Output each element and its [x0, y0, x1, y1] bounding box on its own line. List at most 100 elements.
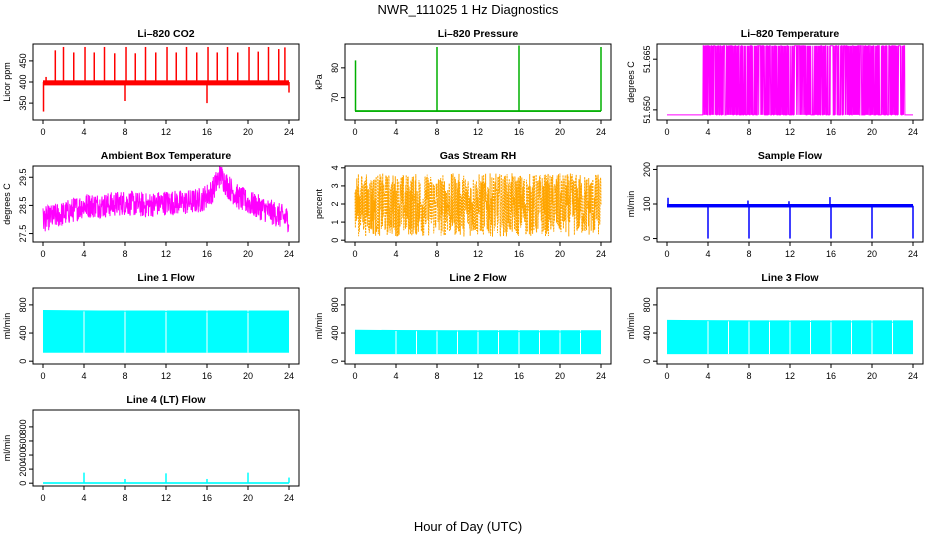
- y-tick-label: 4: [330, 165, 340, 170]
- x-tick-label: 4: [81, 493, 86, 503]
- x-tick-label: 4: [81, 371, 86, 381]
- y-axis-label: ml/min: [626, 313, 636, 340]
- x-tick-label: 16: [514, 371, 524, 381]
- x-tick-label: 16: [826, 249, 836, 259]
- series-8: [666, 319, 914, 355]
- x-tick-label: 20: [243, 371, 253, 381]
- x-tick-label: 4: [393, 371, 398, 381]
- panel-1: Li–820 Pressure 0 4 8 12 16 20 24 70 80 kPa: [314, 28, 612, 137]
- y-tick-label: 0: [18, 359, 28, 364]
- x-axis: 0 4 8 12 16 20 24: [40, 486, 294, 503]
- y-tick-label: 0: [330, 238, 340, 243]
- x-tick-label: 16: [202, 493, 212, 503]
- x-tick-label: 8: [122, 127, 127, 137]
- y-tick-label: 3: [330, 183, 340, 188]
- x-tick-label: 8: [122, 371, 127, 381]
- y-tick-label: 450: [18, 53, 28, 68]
- y-tick-label: 400: [18, 448, 28, 463]
- x-tick-label: 0: [352, 249, 357, 259]
- band-edge: [354, 329, 602, 333]
- x-tick-label: 12: [161, 371, 171, 381]
- y-tick-label: 400: [18, 74, 28, 89]
- figure-x-axis-label: Hour of Day (UTC): [414, 519, 522, 534]
- series-7: [354, 329, 602, 355]
- series-1: [354, 45, 602, 112]
- y-tick-label: 0: [330, 359, 340, 364]
- y-axis: 0 100 200: [642, 162, 657, 241]
- x-tick-label: 24: [908, 249, 918, 259]
- panel-title: Sample Flow: [758, 150, 823, 162]
- x-tick-label: 0: [352, 127, 357, 137]
- x-axis: 0 4 8 12 16 20 24: [40, 242, 294, 259]
- x-tick-label: 12: [785, 249, 795, 259]
- x-tick-label: 0: [352, 371, 357, 381]
- x-tick-label: 16: [514, 127, 524, 137]
- x-tick-label: 8: [746, 127, 751, 137]
- x-tick-label: 4: [705, 127, 710, 137]
- panel-5: Sample Flow 0 4 8 12 16 20 24 0 100 200 ml/min: [626, 150, 924, 259]
- data-band: [43, 80, 289, 86]
- panel-6: Line 1 Flow 0 4 8 12 16 20 24 0 400 800 ml/min: [2, 272, 300, 381]
- y-tick-label: 350: [18, 96, 28, 111]
- x-tick-label: 0: [664, 127, 669, 137]
- panel-title: Li–820 Pressure: [438, 28, 519, 40]
- y-axis-label: Licor ppm: [2, 62, 12, 102]
- y-tick-label: 800: [642, 297, 652, 312]
- y-tick-label: 200: [642, 162, 652, 177]
- data-line: [667, 45, 913, 116]
- y-axis: 0 400 800: [18, 297, 33, 364]
- x-tick-label: 20: [555, 127, 565, 137]
- x-axis: 0 4 8 12 16 20 24: [664, 364, 918, 381]
- x-tick-label: 16: [826, 371, 836, 381]
- panel-title: Line 1 Flow: [137, 272, 195, 284]
- plot-frame: [344, 43, 612, 121]
- x-tick-label: 4: [705, 249, 710, 259]
- y-axis: 0 1 2 3 4: [330, 165, 345, 243]
- x-tick-label: 8: [122, 493, 127, 503]
- x-tick-label: 4: [393, 127, 398, 137]
- panel-9: Line 4 (LT) Flow 0 4 8 12 16 20 24 0 200400600800…: [2, 394, 300, 503]
- y-tick-label: 29.5: [18, 168, 28, 186]
- series-3: [42, 166, 290, 233]
- y-axis-label: ml/min: [2, 435, 12, 462]
- y-axis-label: ml/min: [314, 313, 324, 340]
- x-tick-label: 4: [393, 249, 398, 259]
- x-tick-label: 24: [284, 249, 294, 259]
- y-axis: 0 400 800: [642, 297, 657, 364]
- series-5: [667, 197, 914, 239]
- x-tick-label: 12: [161, 493, 171, 503]
- x-tick-label: 12: [785, 127, 795, 137]
- x-tick-label: 8: [434, 127, 439, 137]
- x-axis: 0 4 8 12 16 20 24: [352, 242, 606, 259]
- x-tick-label: 16: [202, 127, 212, 137]
- y-tick-label: 0: [642, 359, 652, 364]
- series-9: [43, 472, 290, 484]
- y-axis: 0 400 800: [330, 297, 345, 364]
- x-axis: 0 4 8 12 16 20 24: [664, 120, 918, 137]
- y-tick-label: 400: [330, 326, 340, 341]
- panel-title: Gas Stream RH: [440, 150, 516, 162]
- x-tick-label: 8: [746, 249, 751, 259]
- y-axis-label: ml/min: [2, 313, 12, 340]
- x-axis: 0 4 8 12 16 20 24: [352, 364, 606, 381]
- y-axis-label: degrees C: [626, 61, 636, 103]
- x-tick-label: 12: [161, 127, 171, 137]
- x-tick-label: 16: [202, 249, 212, 259]
- x-tick-label: 4: [81, 249, 86, 259]
- panel-0: Li–820 CO2 0 4 8 12 16 20 24 350 400 450 Licor ppm: [2, 28, 300, 137]
- x-tick-label: 24: [596, 249, 606, 259]
- x-tick-label: 20: [867, 127, 877, 137]
- x-tick-label: 0: [664, 249, 669, 259]
- y-axis-label: degrees C: [2, 183, 12, 225]
- x-tick-label: 20: [243, 249, 253, 259]
- y-tick-label: 400: [642, 326, 652, 341]
- x-axis: 0 4 8 12 16 20 24: [40, 120, 294, 137]
- x-tick-label: 12: [473, 127, 483, 137]
- x-tick-label: 20: [243, 127, 253, 137]
- y-tick-label: 600: [18, 433, 28, 448]
- y-tick-label: 2: [330, 201, 340, 206]
- series-0: [42, 46, 290, 112]
- x-tick-label: 8: [746, 371, 751, 381]
